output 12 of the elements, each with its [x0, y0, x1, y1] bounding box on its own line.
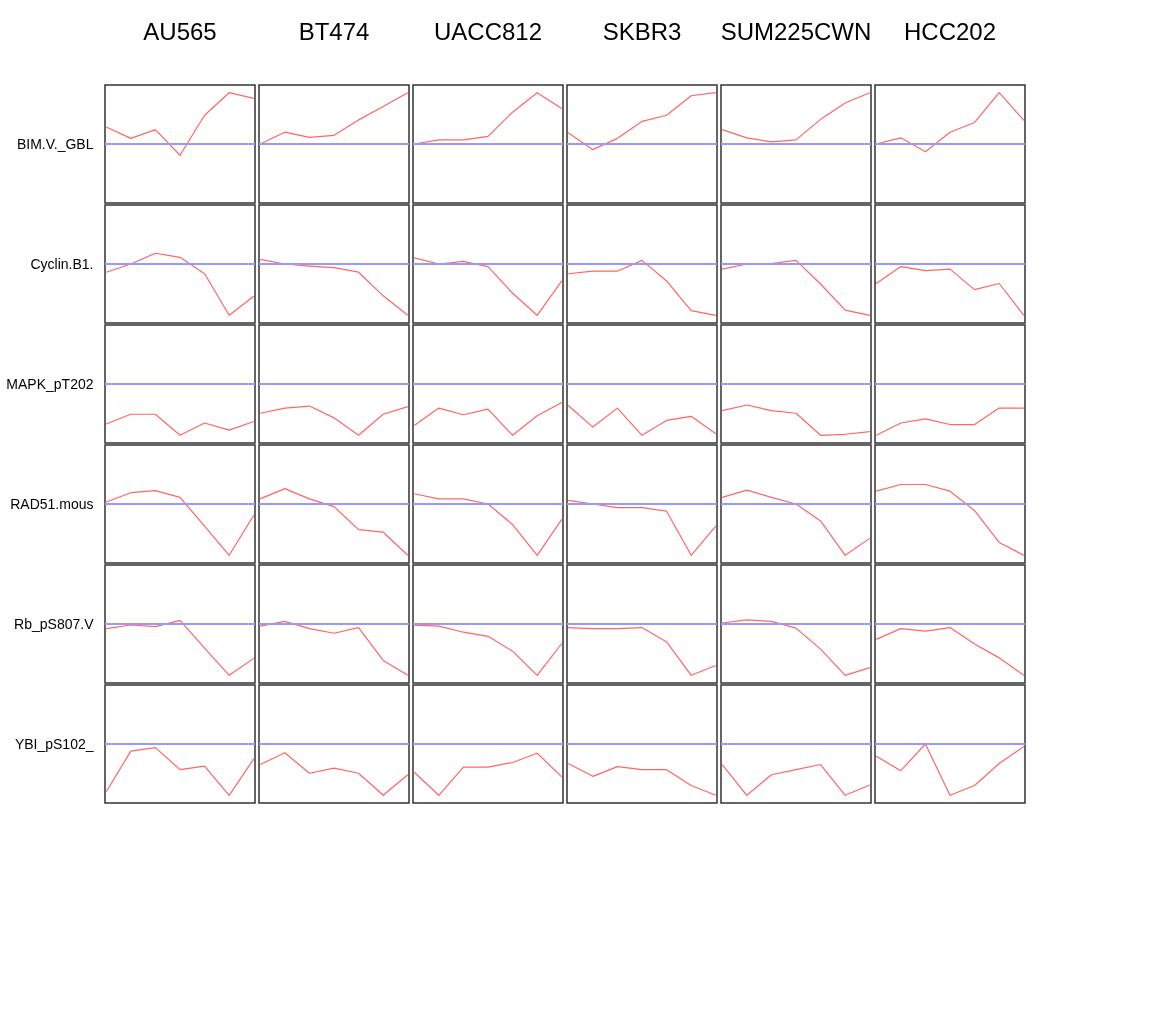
y-axis-title: MAPK_pT202 [6, 375, 94, 392]
y-axis-title: Rb_pS807.V [14, 615, 95, 632]
y-axis-title: RAD51.mous [10, 495, 94, 512]
chart-title: SKBR3 [602, 18, 682, 45]
chart-title: SUM225CWN [720, 18, 872, 45]
y-axis-title: Cyclin.B1. [30, 255, 94, 272]
chart-title: UACC812 [433, 18, 543, 45]
y-axis-title: YBI_pS102_ [14, 735, 94, 752]
chart-title: AU565 [143, 18, 217, 45]
y-axis-title: BIM.V._GBL [16, 135, 94, 152]
chart-title: BT474 [298, 18, 370, 45]
chart-title: HCC202 [903, 18, 997, 45]
